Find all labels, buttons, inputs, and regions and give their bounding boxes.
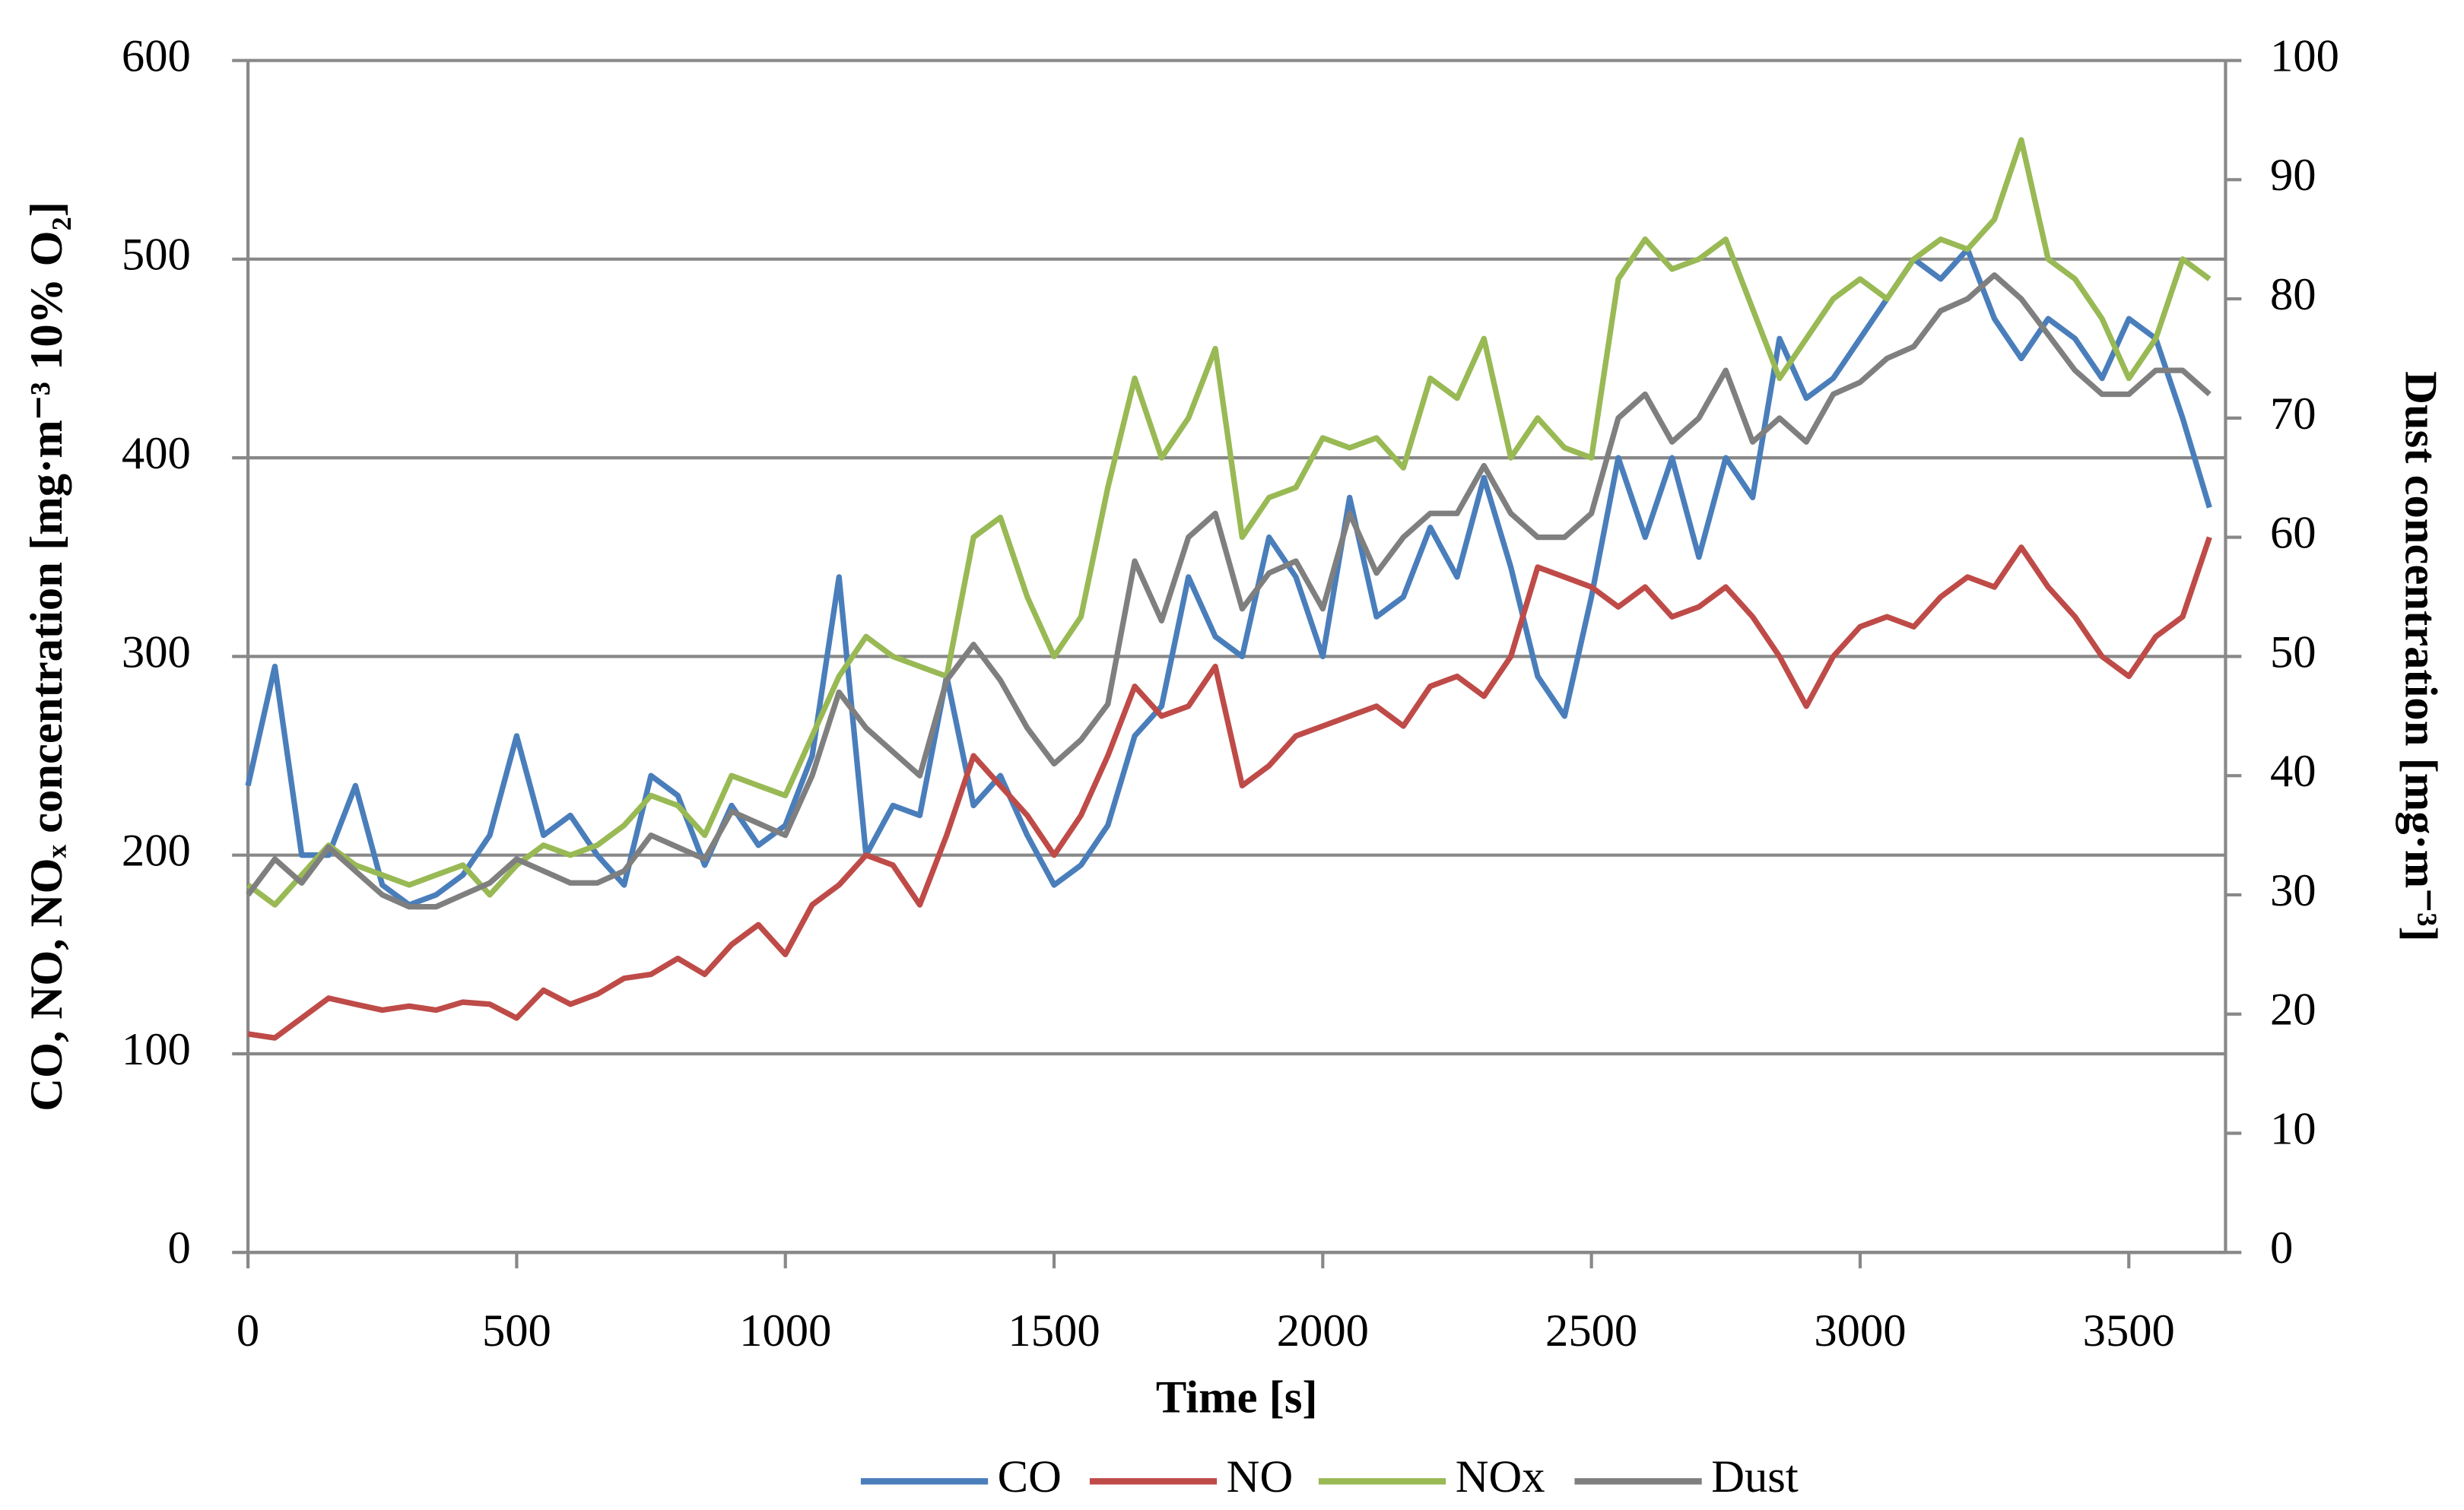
y2-tick-label: 10 (2270, 1103, 2316, 1154)
x-tick-label: 2000 (1277, 1305, 1369, 1356)
y-tick-label: 500 (122, 230, 191, 281)
y-tick-label: 100 (122, 1024, 191, 1075)
y-tick-label: 0 (168, 1223, 191, 1274)
y-tick-label: 300 (122, 627, 191, 677)
legend-label: CO (998, 1451, 1062, 1502)
y2-axis-label: Dust concentration [mg·m⁻³] (2395, 371, 2446, 941)
y2-tick-label: 40 (2270, 746, 2316, 797)
y-tick-label: 400 (122, 428, 191, 479)
y2-tick-label: 90 (2270, 150, 2316, 201)
y-tick-label: 600 (122, 30, 191, 81)
x-tick-label: 500 (482, 1305, 551, 1356)
series-line (246, 272, 2212, 910)
x-tick-label: 0 (237, 1305, 259, 1356)
y2-tick-label: 80 (2270, 269, 2316, 320)
series-line (245, 246, 2212, 908)
y-tick-label: 200 (122, 826, 191, 877)
y2-tick-label: 60 (2270, 508, 2316, 559)
x-tick-label: 1000 (739, 1305, 831, 1356)
y2-tick-label: 70 (2270, 389, 2316, 439)
series-line (247, 536, 2212, 1041)
y2-tick-label: 20 (2270, 985, 2316, 1036)
series-line (246, 137, 2212, 908)
y2-tick-label: 0 (2270, 1223, 2293, 1274)
y2-tick-label: 50 (2270, 627, 2316, 677)
y2-tick-label: 100 (2270, 30, 2339, 81)
x-tick-label: 3500 (2083, 1305, 2175, 1356)
legend-label: NO (1227, 1451, 1294, 1502)
legend-label: Dust (1711, 1451, 1799, 1502)
x-tick-label: 3000 (1814, 1305, 1906, 1356)
x-tick-label: 1500 (1008, 1305, 1100, 1356)
y2-tick-label: 30 (2270, 865, 2316, 916)
legend-label: NOx (1456, 1451, 1545, 1502)
x-axis-label: Time [s] (1156, 1372, 1318, 1423)
y-axis-label: CO, NO, NOₓ concentration [mg·m⁻³ 10% O₂… (21, 201, 72, 1112)
x-tick-label: 2500 (1545, 1305, 1637, 1356)
